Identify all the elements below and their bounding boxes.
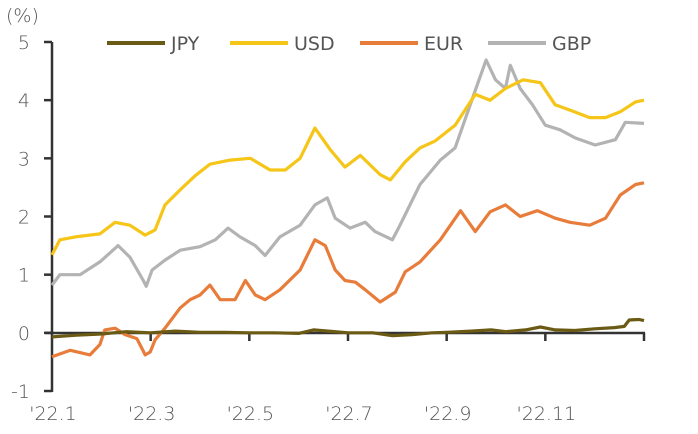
- legend-label-jpy: JPY: [170, 33, 200, 55]
- series-line-gbp: [50, 58, 645, 288]
- y-tick-label: 0: [18, 323, 30, 345]
- legend-label-usd: USD: [294, 33, 335, 55]
- x-tick-label: '22.7: [325, 403, 373, 425]
- y-tick-label: 1: [18, 265, 30, 287]
- series-line-usd: [50, 78, 645, 256]
- x-tick-label: '22.9: [424, 403, 472, 425]
- legend-label-gbp: GBP: [552, 33, 591, 55]
- y-tick-label: 2: [18, 207, 30, 229]
- x-tick-label: '22.1: [29, 403, 77, 425]
- legend: JPY USD EUR GBP: [107, 33, 591, 55]
- series-line-jpy: [51, 317, 645, 339]
- y-tick-label: 4: [18, 90, 30, 112]
- legend-label-eur: EUR: [424, 33, 463, 55]
- y-tick-label: 3: [18, 148, 30, 170]
- x-tick-label: '22.3: [128, 403, 176, 425]
- y-axis-unit-label: (%): [6, 5, 39, 27]
- x-tick-label: '22.5: [227, 403, 275, 425]
- series-line-eur: [51, 181, 645, 359]
- y-tick-label: -1: [11, 381, 30, 403]
- x-tick-label: '22.11: [517, 403, 577, 425]
- y-tick-label: 5: [18, 32, 30, 54]
